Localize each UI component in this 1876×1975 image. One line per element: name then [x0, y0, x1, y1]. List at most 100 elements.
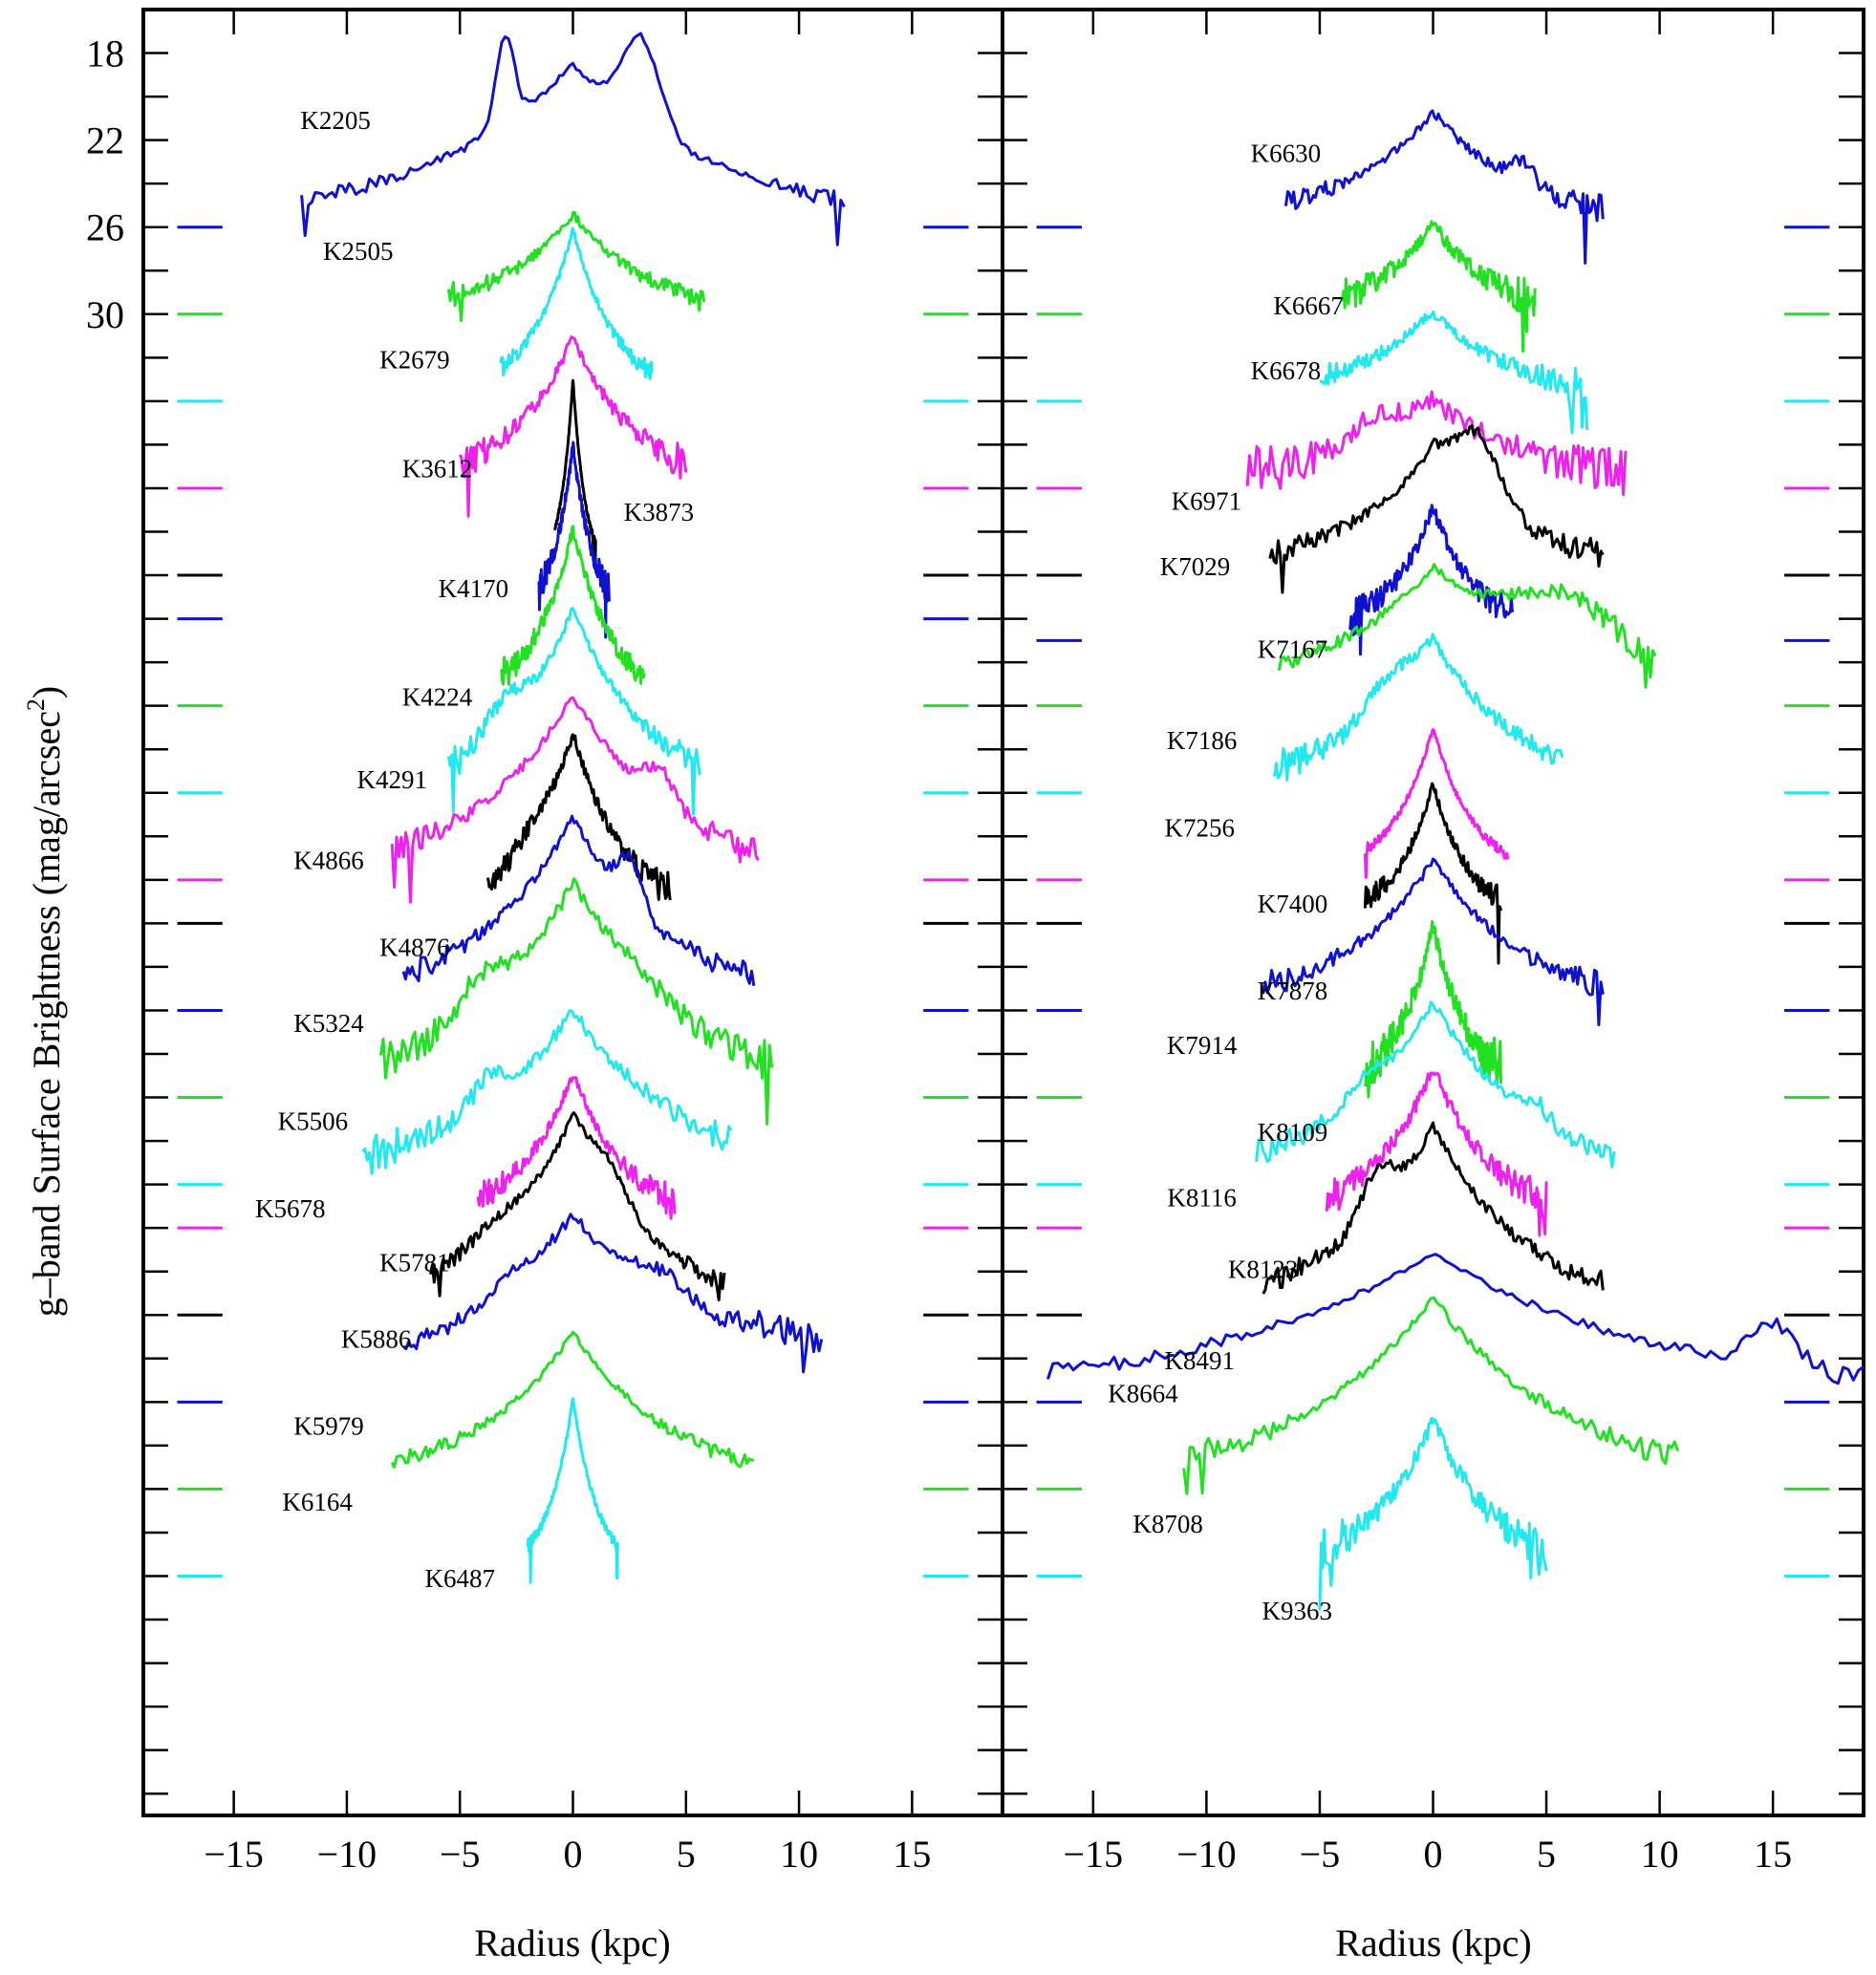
left-panel: −15 −10 −5 0 5 10 15 18 22 26 30 K2205 K2505 K2679 K36…	[86, 8, 1004, 1876]
profile-K3873	[553, 378, 597, 570]
profile-K6667	[1341, 220, 1537, 353]
y-axis-title-superscript: 2	[22, 698, 50, 711]
profile-K6164	[390, 1330, 755, 1469]
y-axis-title-close: )	[25, 686, 68, 698]
right-panel: −15 −10 −5 0 5 10 15 K6630 K6667 K6678 K6971 K7029 K…	[1001, 8, 1865, 1876]
profile-K5678	[361, 1008, 733, 1175]
profile-K4876	[485, 733, 672, 901]
profile-K6487	[526, 1397, 620, 1584]
y-tick-label: 30	[86, 293, 124, 336]
label-K7878: K7878	[1258, 977, 1328, 1005]
label-K8109: K8109	[1258, 1118, 1328, 1147]
profile-K4224	[499, 525, 646, 686]
label-K6678: K6678	[1251, 356, 1322, 385]
y-tick-label: 26	[86, 206, 124, 249]
x-axis-title-left: Radius (kpc)	[474, 1921, 671, 1964]
label-K8664: K8664	[1108, 1379, 1178, 1407]
right-x-tick-label: 10	[1641, 1833, 1679, 1876]
profile-K7167	[1348, 504, 1514, 656]
label-K8491: K8491	[1165, 1346, 1236, 1375]
label-K7256: K7256	[1165, 813, 1236, 842]
label-K5506: K5506	[278, 1107, 349, 1136]
label-K9363: K9363	[1261, 1597, 1332, 1625]
left-x-tick-label: 15	[893, 1833, 931, 1876]
profile-K5506	[378, 877, 774, 1126]
label-K5678: K5678	[255, 1194, 326, 1223]
label-K5979: K5979	[293, 1412, 364, 1441]
y-axis-title: g–band Surface Brightness (mag/arcsec2)	[22, 686, 68, 1318]
profile-K6971	[1245, 390, 1628, 497]
profile-K7186	[1277, 563, 1657, 689]
profile-K8116	[1255, 1000, 1616, 1169]
left-panel-frame	[141, 8, 1004, 1817]
right-x-tick-label: −15	[1064, 1833, 1124, 1876]
right-panel-frame	[1001, 8, 1865, 1817]
label-K5886: K5886	[341, 1324, 412, 1353]
label-K4876: K4876	[379, 934, 450, 962]
left-x-tick-label: 0	[564, 1833, 583, 1876]
profile-K7256	[1273, 633, 1564, 782]
label-K6667: K6667	[1273, 291, 1344, 320]
profile-K4170	[537, 440, 611, 639]
profile-K8708	[1182, 1296, 1680, 1495]
y-tick-label: 18	[86, 32, 124, 75]
label-K6487: K6487	[424, 1564, 495, 1593]
label-K6630: K6630	[1251, 139, 1322, 167]
label-K4291: K4291	[356, 765, 427, 794]
label-K7029: K7029	[1160, 552, 1231, 581]
profile-K8123	[1325, 1071, 1548, 1237]
label-K7914: K7914	[1167, 1031, 1238, 1060]
profile-K5781	[476, 1076, 677, 1220]
y-axis-title-main: g–band Surface Brightness (mag/arcsec	[25, 711, 68, 1317]
label-K5324: K5324	[293, 1009, 364, 1038]
left-x-tick-label: −15	[204, 1833, 264, 1876]
profile-K7400	[1363, 728, 1510, 879]
profile-K4291	[446, 607, 701, 816]
profile-K7914	[1261, 857, 1605, 1026]
profile-K7878	[1363, 782, 1503, 965]
label-K4224: K4224	[402, 683, 473, 712]
right-x-tick-label: 15	[1754, 1833, 1792, 1876]
right-x-tick-label: 0	[1424, 1833, 1443, 1876]
profile-K2679	[499, 226, 654, 380]
label-K7400: K7400	[1258, 890, 1328, 918]
right-x-tick-label: −5	[1300, 1833, 1341, 1876]
profile-K5324	[401, 814, 756, 987]
label-K4866: K4866	[293, 846, 364, 874]
profile-K3612	[458, 335, 688, 518]
profile-K2205	[300, 32, 846, 247]
profile-K5979	[402, 1213, 824, 1374]
label-K8708: K8708	[1132, 1510, 1203, 1538]
left-x-tick-label: 10	[780, 1833, 818, 1876]
profile-K8109	[1363, 920, 1503, 1099]
profile-K7029	[1268, 424, 1605, 594]
profile-K6630	[1283, 109, 1605, 265]
left-x-tick-label: −5	[440, 1833, 481, 1876]
label-K7186: K7186	[1167, 726, 1238, 755]
label-K6971: K6971	[1172, 487, 1242, 516]
right-x-tick-label: 5	[1537, 1833, 1556, 1876]
label-K2505: K2505	[323, 237, 394, 266]
profile-K6678	[1319, 310, 1589, 435]
left-x-tick-label: −10	[317, 1833, 377, 1876]
y-axis-title-group: g–band Surface Brightness (mag/arcsec2)	[22, 686, 68, 1318]
label-K2205: K2205	[300, 106, 371, 135]
label-K6164: K6164	[282, 1488, 353, 1516]
label-K3873: K3873	[624, 498, 695, 526]
profile-K5886	[429, 1111, 726, 1301]
y-tick-label: 22	[86, 119, 124, 162]
profile-K9363	[1318, 1416, 1548, 1611]
label-K7167: K7167	[1258, 635, 1328, 664]
label-K3612: K3612	[402, 455, 473, 483]
label-K4170: K4170	[439, 574, 509, 603]
profile-K4866	[390, 696, 760, 904]
profile-K2505	[446, 210, 706, 323]
left-x-tick-label: 5	[677, 1833, 696, 1876]
profile-K8664	[1046, 1253, 1865, 1385]
label-K8123: K8123	[1228, 1256, 1299, 1284]
label-K2679: K2679	[379, 346, 450, 375]
label-K5781: K5781	[379, 1249, 450, 1277]
label-K8116: K8116	[1167, 1183, 1237, 1212]
right-x-tick-label: −10	[1176, 1833, 1237, 1876]
